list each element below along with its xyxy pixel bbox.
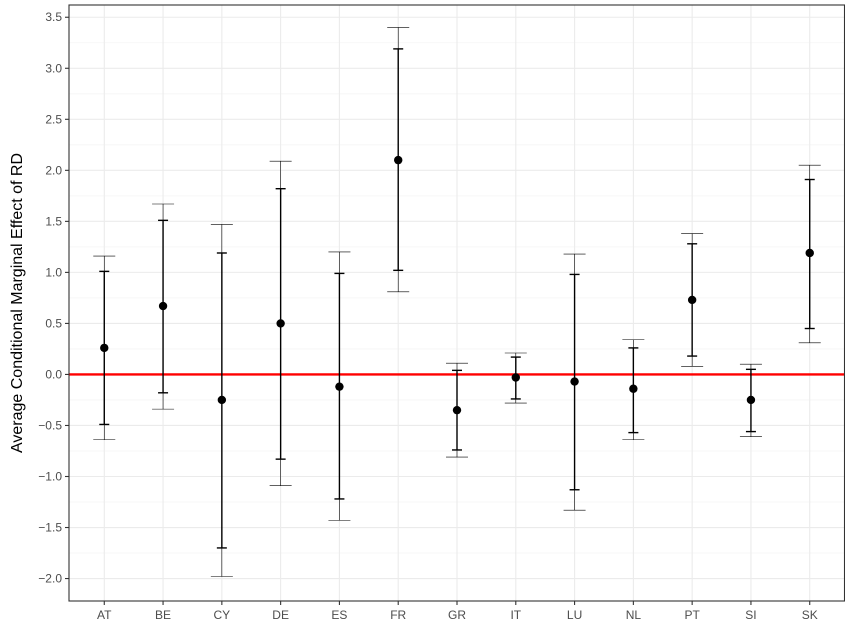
estimate-es [328,251,351,521]
y-tick-label: 3.5 [45,10,62,24]
x-tick-label-lu: LU [567,608,582,622]
x-tick-label-sk: SK [802,608,818,622]
estimate-sk [798,164,821,344]
point-gr [452,405,462,415]
point-sk [805,248,814,258]
y-tick-label: 2.0 [45,163,62,177]
y-tick-label: 1.5 [45,214,62,228]
point-fr [394,155,403,165]
estimate-gr [446,362,468,458]
estimate-cy [210,224,233,577]
y-axis-title: Average Conditional Marginal Effect of R… [9,153,26,453]
point-be [158,301,168,311]
x-tick-label-es: ES [331,608,347,622]
estimate-pt [681,233,704,367]
estimate-si [739,363,762,437]
grid [69,5,845,601]
point-es [335,382,344,391]
point-cy [217,395,227,405]
point-it [511,373,520,382]
x-tick-label-be: BE [155,608,171,622]
x-axis: AT BE CY DE ES FR GR IT LU NL PT SI SK [97,601,818,622]
estimate-fr [387,27,410,293]
estimate-de [269,160,292,486]
point-si [746,395,756,405]
x-tick-label-de: DE [272,608,289,622]
x-tick-label-cy: CY [214,608,231,622]
marks [93,27,821,577]
x-tick-label-nl: NL [626,608,642,622]
point-lu [570,377,579,386]
x-tick-label-at: AT [97,608,112,622]
y-tick-label: −1.0 [38,469,62,483]
x-tick-label-pt: PT [684,608,700,622]
y-tick-label: 0.5 [45,316,62,330]
x-tick-label-si: SI [745,608,756,622]
y-tick-label: 0.0 [45,367,62,381]
estimate-at [93,255,116,441]
estimate-nl [622,339,645,441]
point-pt [687,295,697,305]
x-tick-label-it: IT [510,608,521,622]
estimate-be [152,203,175,410]
y-tick-label: 1.0 [45,265,62,279]
y-tick-label: 2.5 [45,112,62,126]
y-tick-label: −0.5 [38,418,62,432]
y-tick-label: −1.5 [38,521,62,535]
estimate-lu [563,253,586,511]
estimate-it [504,352,527,404]
y-axis: −2.0 −1.5 −1.0 −0.5 0.0 0.5 1.0 1.5 2.0 2.5 3.0 3.5 [38,10,69,586]
x-tick-label-gr: GR [448,608,466,622]
point-de [276,319,285,328]
y-tick-label: −2.0 [38,572,62,586]
point-nl [629,384,638,393]
x-tick-label-fr: FR [390,608,406,622]
point-at [100,343,109,353]
y-tick-label: 3.0 [45,61,62,75]
